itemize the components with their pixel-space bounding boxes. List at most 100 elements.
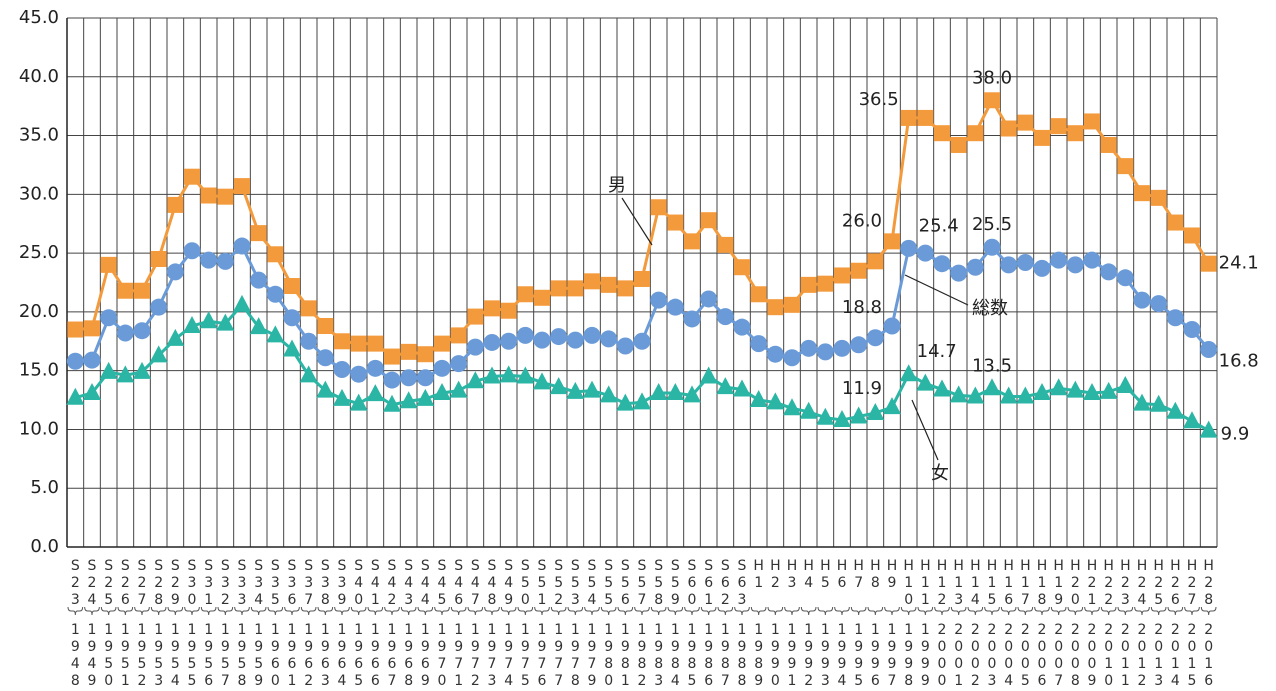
brace xyxy=(1084,606,1100,616)
x-tick-label: S57 xyxy=(634,558,650,609)
x-year-label: 1951 xyxy=(117,622,134,690)
data-point xyxy=(299,365,318,383)
x-year-label: 1972 xyxy=(467,622,484,690)
data-point xyxy=(83,383,101,401)
brace xyxy=(634,606,650,616)
brace xyxy=(434,606,450,616)
data-point xyxy=(1199,420,1218,438)
data-point xyxy=(883,317,901,335)
x-tick-label: S58 xyxy=(650,558,667,609)
data-point xyxy=(350,365,368,383)
x-year-label: 1964 xyxy=(334,622,350,690)
data-point xyxy=(584,273,600,290)
data-point xyxy=(1050,251,1068,269)
data-point xyxy=(599,385,618,403)
brace xyxy=(900,606,917,616)
x-year-label: 1994 xyxy=(834,622,850,690)
data-point xyxy=(499,365,518,383)
data-label: 18.8 xyxy=(842,297,882,318)
data-point xyxy=(866,402,885,420)
data-point xyxy=(600,330,618,348)
x-tick-label: S35 xyxy=(267,558,284,609)
x-tick-label: S29 xyxy=(167,558,184,609)
x-tick-label: S33 xyxy=(234,558,250,609)
x-tick-label: S60 xyxy=(684,558,700,609)
data-point xyxy=(466,338,484,356)
data-point xyxy=(1166,401,1185,419)
x-tick-label: S31 xyxy=(200,558,217,609)
x-year-label: 1990 xyxy=(767,622,784,690)
data-point xyxy=(316,380,335,398)
data-point xyxy=(400,369,418,387)
x-tick-label: S56 xyxy=(617,558,634,609)
data-point xyxy=(1133,393,1151,411)
x-year-label: 1988 xyxy=(734,622,750,690)
data-point xyxy=(150,250,167,267)
data-point xyxy=(99,361,118,379)
data-point xyxy=(500,332,518,350)
data-point xyxy=(700,212,717,229)
brace xyxy=(184,606,200,616)
data-point xyxy=(866,329,884,347)
data-point xyxy=(250,271,268,289)
data-point xyxy=(749,390,768,408)
data-point xyxy=(834,267,850,284)
brace xyxy=(100,606,117,616)
x-tick-label: H5 xyxy=(817,558,834,592)
x-year-label: 1958 xyxy=(234,622,250,690)
x-tick-label: S51 xyxy=(534,558,550,609)
data-point xyxy=(1066,256,1084,274)
data-point xyxy=(533,331,551,349)
brace xyxy=(117,606,134,616)
data-point xyxy=(783,349,801,367)
x-tick-label: S47 xyxy=(467,558,484,609)
data-point xyxy=(550,328,568,346)
brace xyxy=(817,606,834,616)
x-year-label: 2005 xyxy=(1017,622,1034,690)
brace xyxy=(1184,606,1200,616)
y-tick-label: 15.0 xyxy=(19,360,59,381)
brace xyxy=(417,606,434,616)
x-tick-label: H23 xyxy=(1117,558,1134,609)
x-year-label: 1969 xyxy=(417,622,434,690)
x-tick-label: S61 xyxy=(700,558,717,609)
x-tick-label: S30 xyxy=(184,558,200,609)
x-tick-label: S23 xyxy=(67,558,84,609)
data-label: 13.5 xyxy=(972,355,1012,376)
data-point xyxy=(799,401,818,419)
x-tick-label: H8 xyxy=(867,558,884,592)
series-annotation: 女 xyxy=(931,463,949,484)
data-point xyxy=(399,391,418,409)
y-tick-label: 35.0 xyxy=(19,125,59,146)
data-label: 9.9 xyxy=(1221,424,1250,445)
x-year-label: 1959 xyxy=(250,622,267,690)
data-label: 11.9 xyxy=(842,378,882,399)
data-point xyxy=(67,321,84,338)
x-tick-label: H9 xyxy=(884,558,900,592)
x-tick-label: S53 xyxy=(567,558,584,609)
brace xyxy=(717,606,734,616)
data-point xyxy=(600,276,617,293)
data-point xyxy=(166,263,184,281)
data-point xyxy=(216,252,234,270)
brace xyxy=(467,606,484,616)
x-tick-label: S55 xyxy=(600,558,617,609)
data-point xyxy=(967,125,984,142)
data-point xyxy=(84,320,100,337)
data-point xyxy=(883,397,901,415)
x-tick-label: S32 xyxy=(217,558,234,609)
brace xyxy=(867,606,884,616)
data-point xyxy=(183,315,201,333)
brace xyxy=(684,606,700,616)
brace xyxy=(700,606,717,616)
data-point xyxy=(933,255,951,273)
data-point xyxy=(1100,263,1118,281)
x-year-label: 1960 xyxy=(267,622,284,690)
data-point xyxy=(1150,295,1168,313)
brace xyxy=(1067,606,1084,616)
x-tick-label: H21 xyxy=(1084,558,1100,609)
x-year-label: 2012 xyxy=(1134,622,1150,690)
brace xyxy=(367,606,384,616)
data-point xyxy=(500,302,517,319)
x-tick-label: S24 xyxy=(84,558,100,609)
